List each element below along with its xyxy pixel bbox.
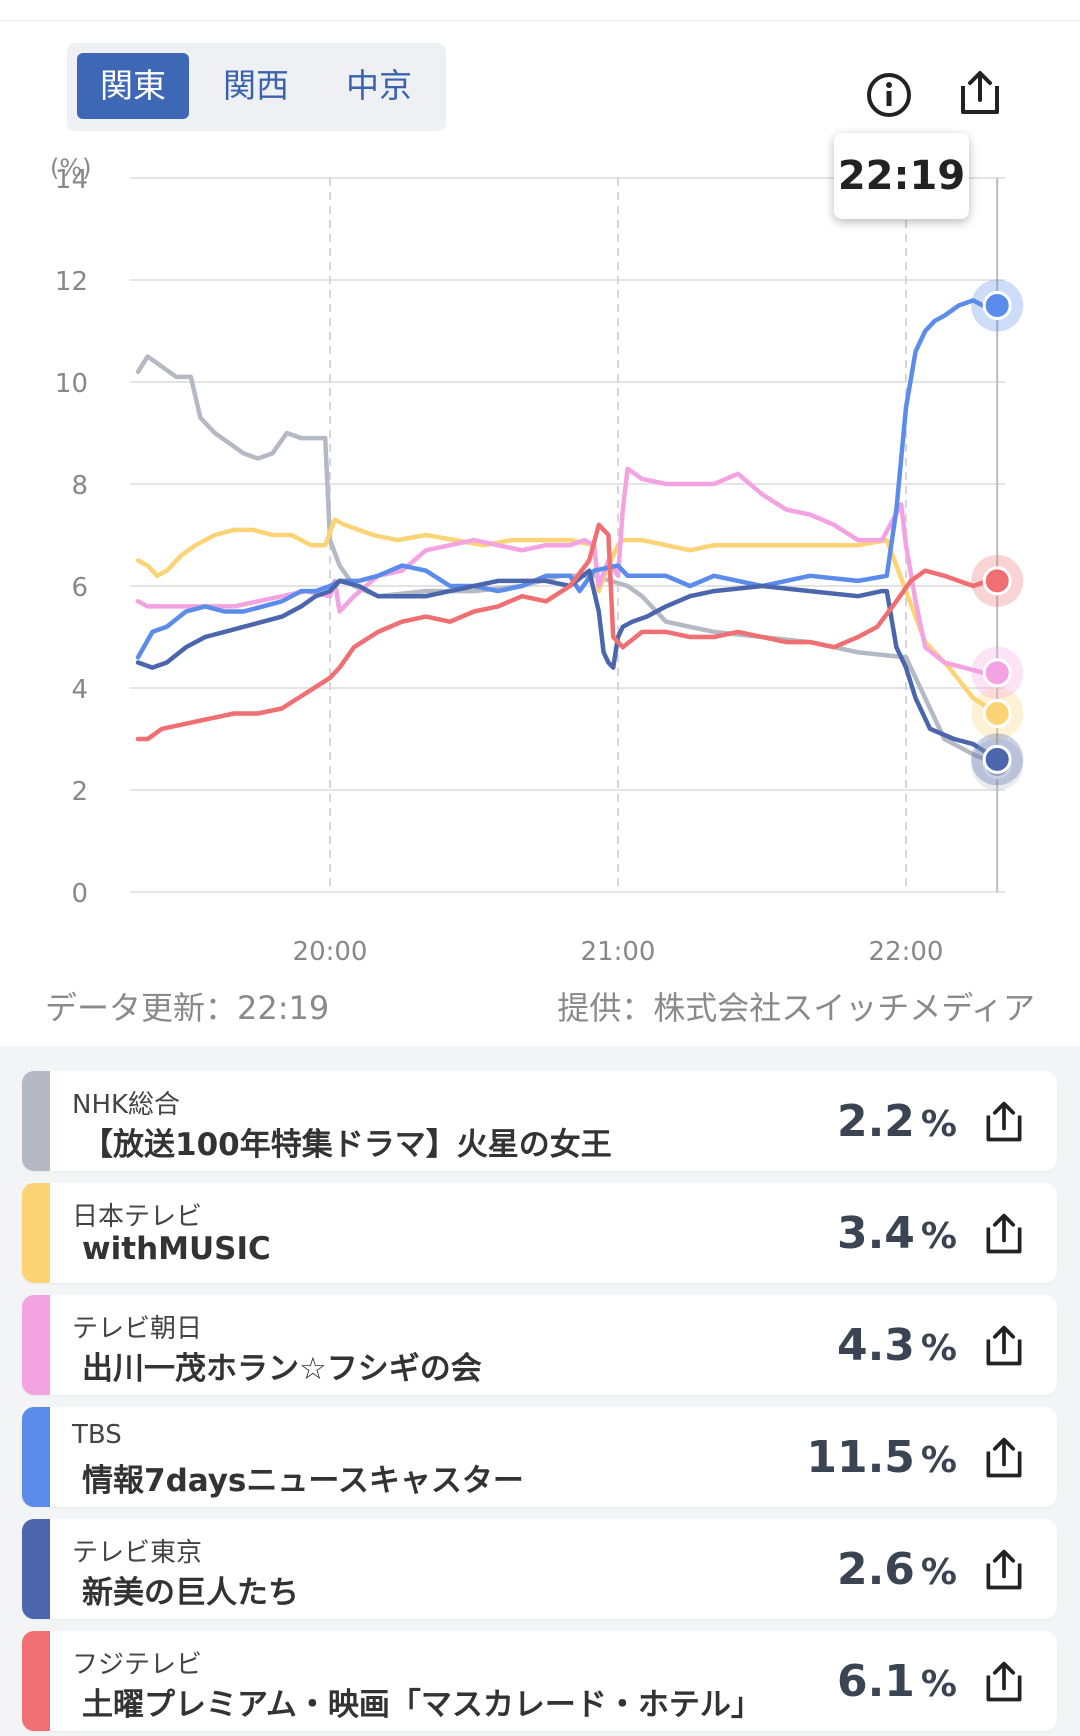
series-line: [135, 517, 1000, 716]
update-time: データ更新：22:19: [45, 989, 330, 1027]
ratings-chart: (%) 0 2 4 6 8 10 12 14 20:00 21:00 22:00: [50, 154, 1024, 967]
station-color-bar: [22, 1631, 50, 1731]
y-tick-label: 2: [71, 777, 88, 807]
station-name: 日本テレビ: [72, 1202, 203, 1232]
data-source: 提供：株式会社スイッチメディア: [557, 989, 1035, 1027]
series-line: [135, 466, 1000, 675]
rating-card-tv-tokyo[interactable]: テレビ東京 新美の巨人たち 2.6%: [22, 1519, 1057, 1619]
share-icon[interactable]: [981, 1435, 1027, 1481]
series-end-dot: [982, 658, 1012, 688]
rating-card-ntv[interactable]: 日本テレビ withMUSIC 3.4%: [22, 1183, 1057, 1283]
info-icon[interactable]: [864, 70, 914, 120]
y-tick-label: 8: [71, 471, 88, 501]
y-tick-label: 14: [55, 165, 88, 195]
program-title: 土曜プレミアム・映画「マスカレード・ホテル」: [82, 1687, 762, 1723]
y-axis-unit: (%): [50, 154, 92, 182]
region-tab-group: 関東 関西 中京: [67, 43, 446, 131]
y-tick-label: 4: [71, 675, 88, 705]
share-icon[interactable]: [981, 1659, 1027, 1705]
station-name: テレビ朝日: [72, 1314, 203, 1344]
x-tick-label: 20:00: [293, 937, 368, 967]
rating-value: 6.1%: [836, 1656, 957, 1707]
series-line: [135, 522, 1000, 742]
station-color-bar: [22, 1295, 50, 1395]
series-line: [135, 568, 1000, 762]
share-icon[interactable]: [981, 1099, 1027, 1145]
station-name: NHK総合: [72, 1090, 181, 1120]
series-end-dot: [982, 744, 1012, 774]
program-title: 【放送100年特集ドラマ】火星の女王: [82, 1127, 612, 1163]
share-icon[interactable]: [981, 1211, 1027, 1257]
ratings-list: NHK総合 【放送100年特集ドラマ】火星の女王 2.2% 日本テレビ with…: [0, 1046, 1080, 1736]
rating-card-tbs[interactable]: TBS 情報7daysニュースキャスター 11.5%: [22, 1407, 1057, 1507]
program-title: 情報7daysニュースキャスター: [82, 1463, 524, 1499]
x-tick-label: 21:00: [581, 937, 656, 967]
station-color-bar: [22, 1071, 50, 1171]
rating-card-nhk[interactable]: NHK総合 【放送100年特集ドラマ】火星の女王 2.2%: [22, 1071, 1057, 1171]
series-end-dot: [982, 291, 1012, 320]
series-line: [135, 298, 1000, 660]
program-title: 出川一茂ホラン☆フシギの会: [82, 1351, 482, 1387]
program-title: withMUSIC: [82, 1231, 271, 1267]
share-icon[interactable]: [955, 68, 1005, 118]
program-title: 新美の巨人たち: [82, 1575, 299, 1611]
rating-value: 11.5%: [806, 1432, 957, 1483]
y-tick-label: 6: [71, 573, 88, 603]
tab-chukyo[interactable]: 中京: [346, 66, 412, 105]
x-tick-label: 22:00: [869, 937, 944, 967]
rating-card-tv-asahi[interactable]: テレビ朝日 出川一茂ホラン☆フシギの会 4.3%: [22, 1295, 1057, 1395]
time-tooltip: 22:19: [834, 133, 969, 219]
tab-kanto[interactable]: 関東: [77, 53, 189, 119]
station-color-bar: [22, 1407, 50, 1507]
rating-value: 2.6%: [836, 1544, 957, 1595]
station-color-bar: [22, 1519, 50, 1619]
y-tick-label: 10: [55, 369, 88, 399]
station-color-bar: [22, 1183, 50, 1283]
y-tick-label: 12: [55, 267, 88, 297]
share-icon[interactable]: [981, 1547, 1027, 1593]
rating-value: 2.2%: [836, 1096, 957, 1147]
series-end-dot: [982, 699, 1012, 728]
rating-value: 3.4%: [836, 1208, 957, 1259]
series-end-dot: [982, 566, 1012, 596]
tab-kansai[interactable]: 関西: [223, 66, 289, 105]
share-icon[interactable]: [981, 1323, 1027, 1369]
top-divider: [0, 0, 1080, 21]
rating-value: 4.3%: [836, 1320, 957, 1371]
station-name: TBS: [72, 1420, 122, 1450]
rating-card-fuji[interactable]: フジテレビ 土曜プレミアム・映画「マスカレード・ホテル」 6.1%: [22, 1631, 1057, 1731]
station-name: フジテレビ: [72, 1650, 203, 1680]
station-name: テレビ東京: [72, 1538, 203, 1568]
series-line: [135, 354, 1000, 767]
y-tick-label: 0: [71, 879, 88, 909]
